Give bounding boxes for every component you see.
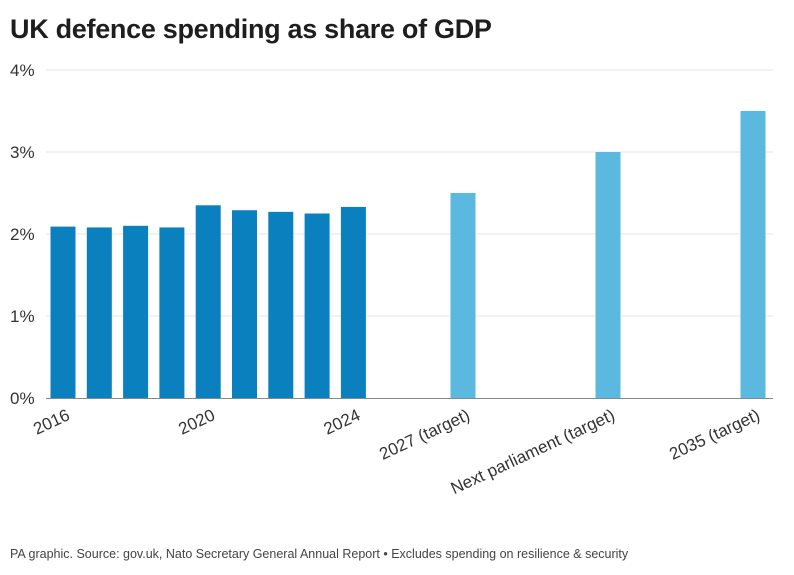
bar-2035-target [740, 111, 766, 398]
y-tick-label: 2% [10, 225, 35, 244]
x-tick-label: Next parliament (target) [448, 405, 618, 498]
bar-2016 [50, 226, 76, 398]
bar-2027-target [450, 193, 476, 398]
x-tick-label: 2027 (target) [376, 405, 472, 463]
bar-2020 [195, 205, 221, 398]
bar-2017 [86, 227, 112, 398]
x-tick-label: 2024 [321, 405, 363, 438]
y-tick-label: 4% [10, 61, 35, 80]
y-tick-label: 0% [10, 389, 35, 408]
x-axis-ticks: 2016 2020 2024 2027 (target)Next parliament… [30, 405, 762, 498]
bar-next-parliament-target [595, 152, 621, 398]
bar-2023 [304, 213, 330, 398]
x-tick-label: 2035 (target) [666, 405, 762, 463]
y-tick-label: 1% [10, 307, 35, 326]
bar-2021 [232, 210, 257, 398]
chart-title: UK defence spending as share of GDP [10, 14, 492, 44]
y-axis-ticks: 0% 1% 2% 3% 4% [10, 61, 35, 408]
bar-chart: 0% 1% 2% 3% 4% 2016 2020 2024 2027 (target)Next… [10, 61, 773, 498]
bar-2022 [268, 211, 294, 398]
gridlines [46, 69, 773, 317]
bar-2018 [123, 225, 149, 398]
bars [50, 111, 766, 398]
source-footnote: PA graphic. Source: gov.uk, Nato Secreta… [10, 547, 629, 561]
x-tick-label: 2020 [176, 405, 218, 438]
bar-2024 [340, 206, 366, 398]
x-tick-label: 2016 [30, 405, 72, 438]
y-tick-label: 3% [10, 143, 35, 162]
bar-2019 [159, 227, 185, 398]
